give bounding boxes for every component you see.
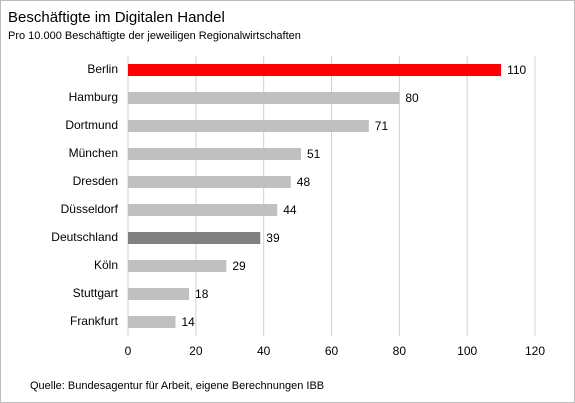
chart-subtitle: Pro 10.000 Beschäftigte der jeweiligen R… <box>8 30 301 42</box>
y-tick-label: Dresden <box>73 174 118 188</box>
bar <box>128 204 278 216</box>
value-label: 14 <box>181 315 195 329</box>
value-label: 71 <box>375 119 389 133</box>
bar <box>128 316 176 328</box>
bar <box>128 260 227 272</box>
value-label: 51 <box>307 147 321 161</box>
x-tick-label: 60 <box>325 344 339 358</box>
value-label: 29 <box>232 259 246 273</box>
value-label: 18 <box>195 287 209 301</box>
y-tick-label: Hamburg <box>69 90 118 104</box>
y-tick-label: Köln <box>94 258 118 272</box>
bar <box>128 92 400 104</box>
x-tick-label: 0 <box>125 344 132 358</box>
y-tick-label: Berlin <box>87 62 118 76</box>
y-tick-label: Düsseldorf <box>61 202 119 216</box>
value-label: 80 <box>405 91 419 105</box>
value-label: 39 <box>266 231 280 245</box>
y-tick-label: München <box>69 146 118 160</box>
bar <box>128 176 291 188</box>
chart-title: Beschäftigte im Digitalen Handel <box>8 9 225 26</box>
x-tick-label: 100 <box>457 344 477 358</box>
bar <box>128 120 369 132</box>
y-tick-label: Deutschland <box>51 230 118 244</box>
x-tick-label: 40 <box>257 344 271 358</box>
value-label: 48 <box>297 175 311 189</box>
x-tick-label: 80 <box>393 344 407 358</box>
bar <box>128 148 301 160</box>
value-label: 44 <box>283 203 297 217</box>
y-tick-label: Stuttgart <box>73 286 119 300</box>
value-label: 110 <box>507 63 526 77</box>
source-note: Quelle: Bundesagentur für Arbeit, eigene… <box>30 380 324 392</box>
x-tick-label: 120 <box>525 344 545 358</box>
bar <box>128 232 261 244</box>
bar <box>128 64 502 76</box>
x-tick-label: 20 <box>189 344 203 358</box>
y-tick-label: Dortmund <box>65 118 118 132</box>
bar <box>128 288 190 300</box>
y-tick-label: Frankfurt <box>70 314 119 328</box>
